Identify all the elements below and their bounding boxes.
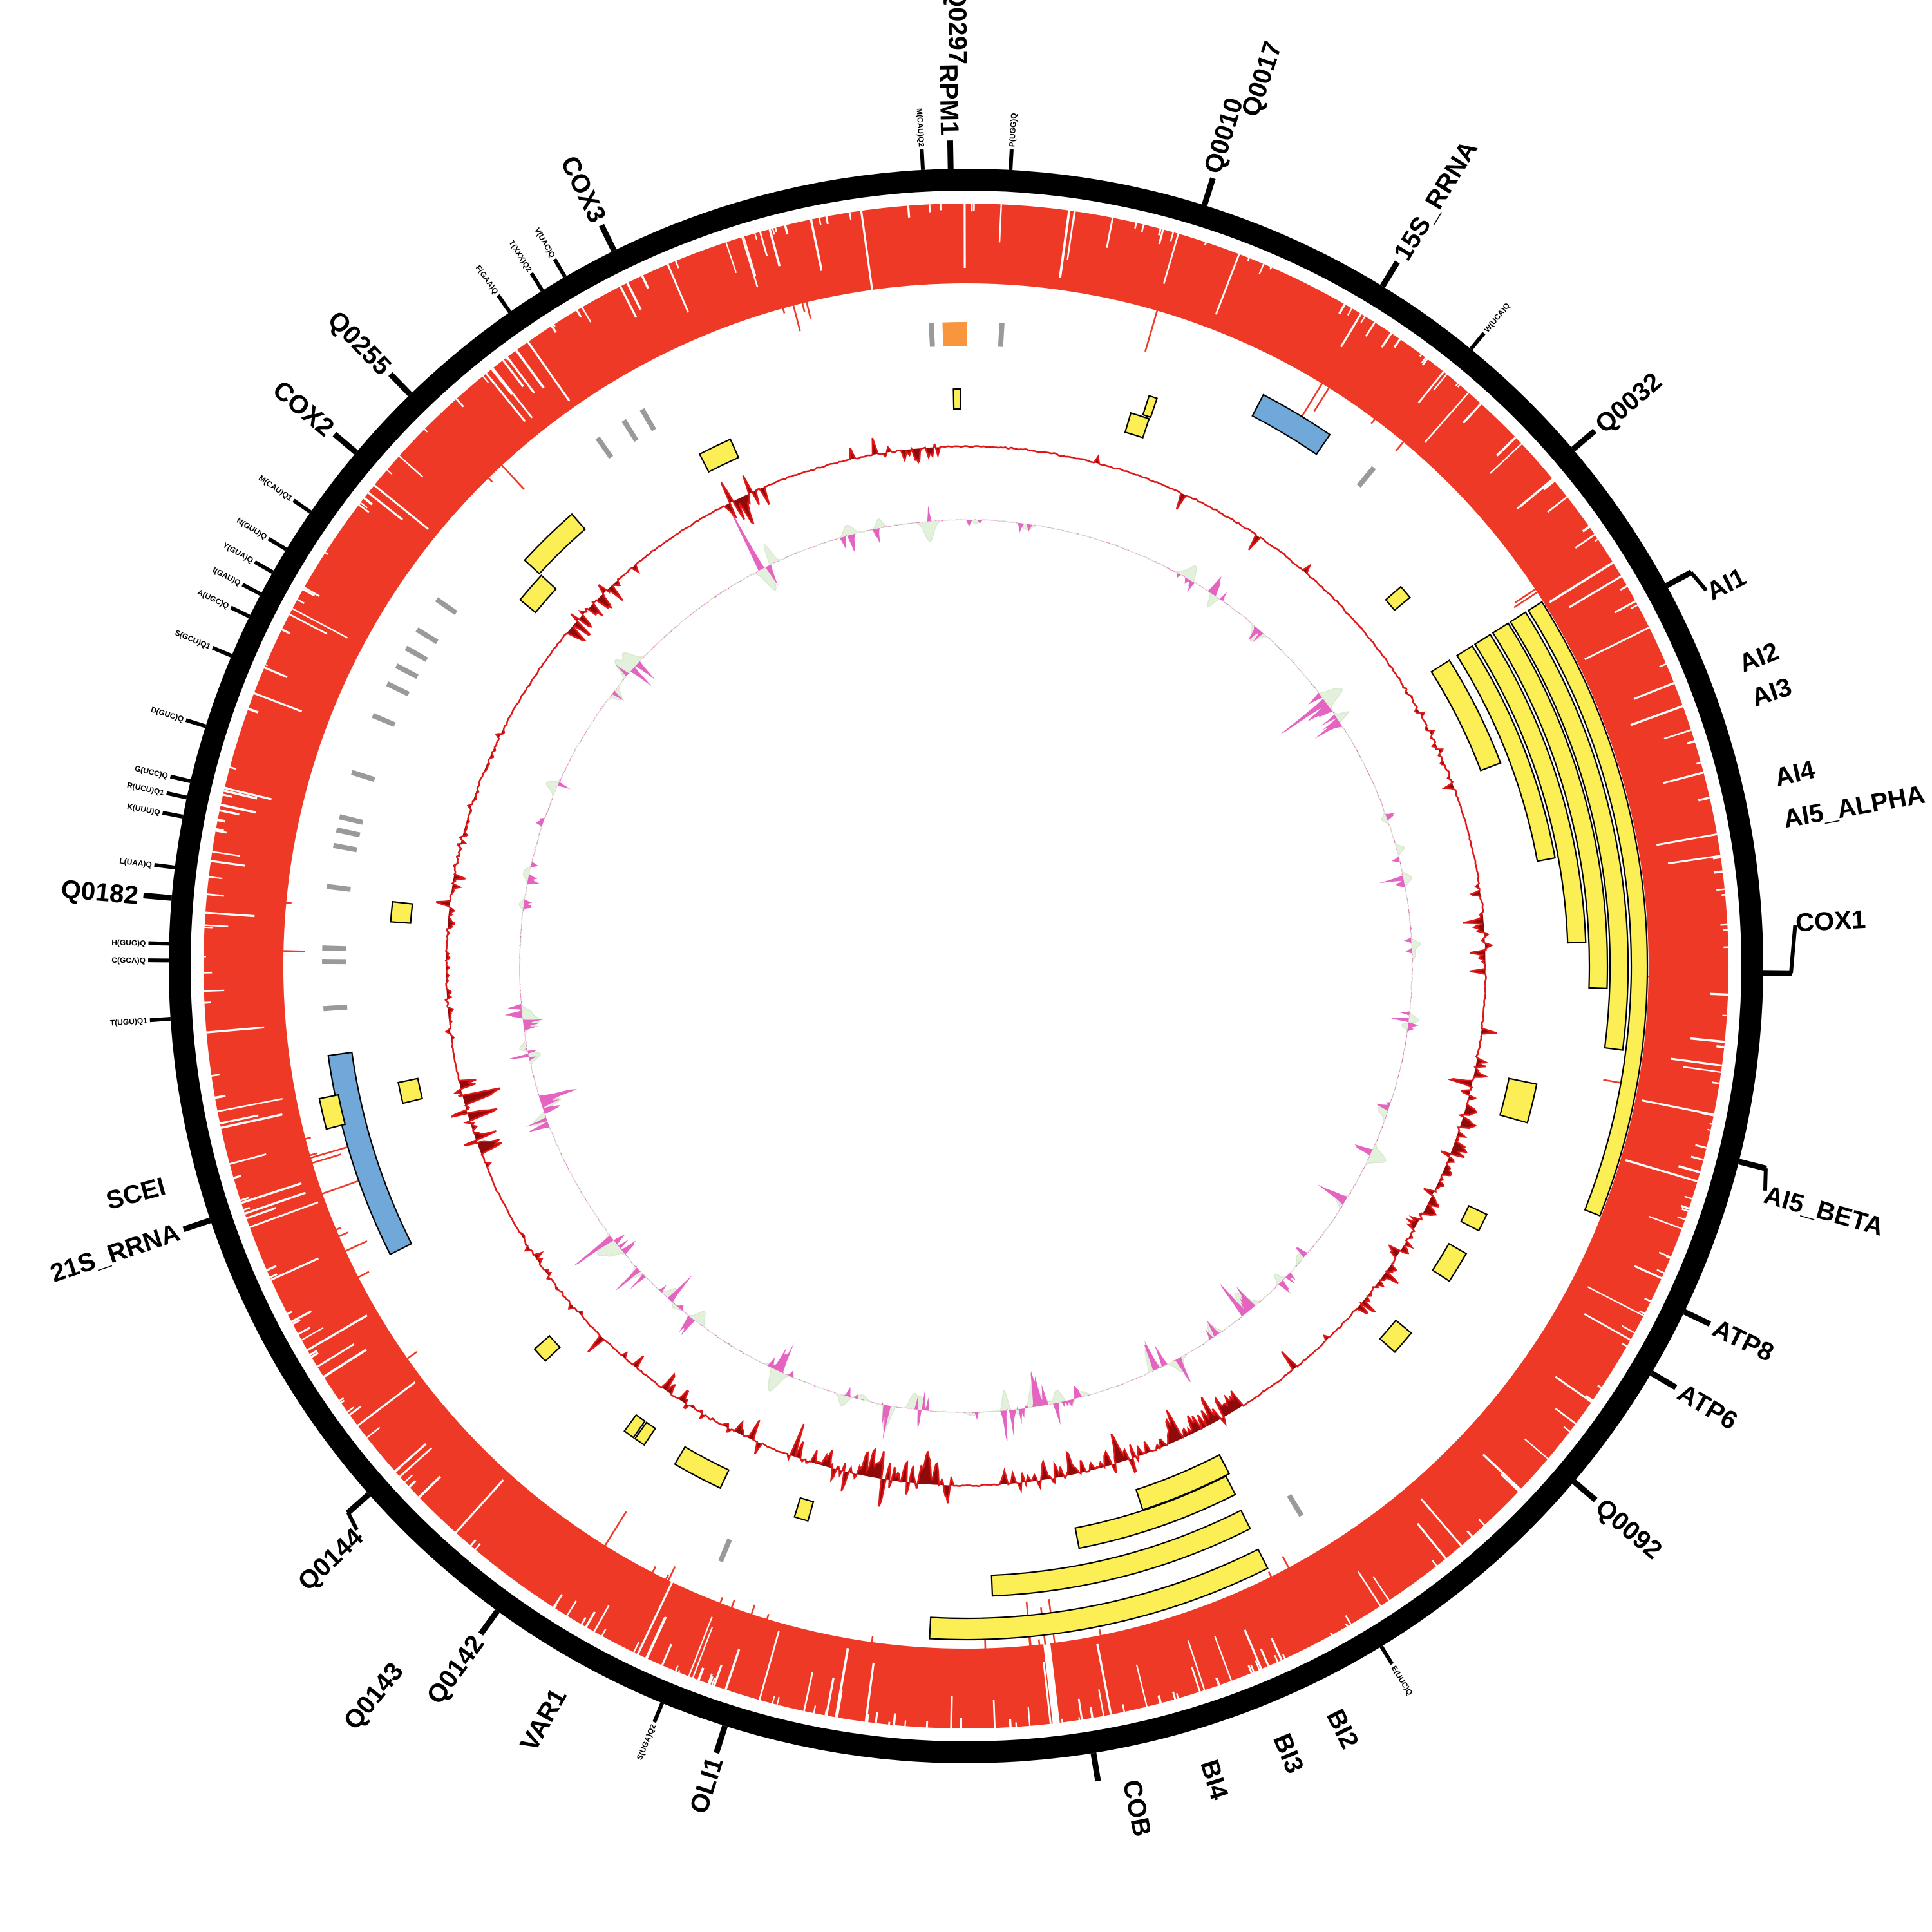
svg-text:T(UGU)Q1: T(UGU)Q1 <box>109 1016 147 1028</box>
svg-text:COX1: COX1 <box>1795 905 1866 938</box>
svg-text:H(GUG)Q: H(GUG)Q <box>111 938 146 947</box>
svg-text:P(UGG)Q: P(UGG)Q <box>1007 113 1018 147</box>
svg-text:Q0297: Q0297 <box>943 0 972 64</box>
svg-text:Q0182: Q0182 <box>60 875 139 910</box>
svg-text:M(CAU)Q2: M(CAU)Q2 <box>915 108 926 147</box>
svg-text:L(UAA)Q: L(UAA)Q <box>119 856 153 869</box>
svg-text:RPM1: RPM1 <box>934 64 963 136</box>
svg-text:C(GCA)Q: C(GCA)Q <box>111 956 146 965</box>
